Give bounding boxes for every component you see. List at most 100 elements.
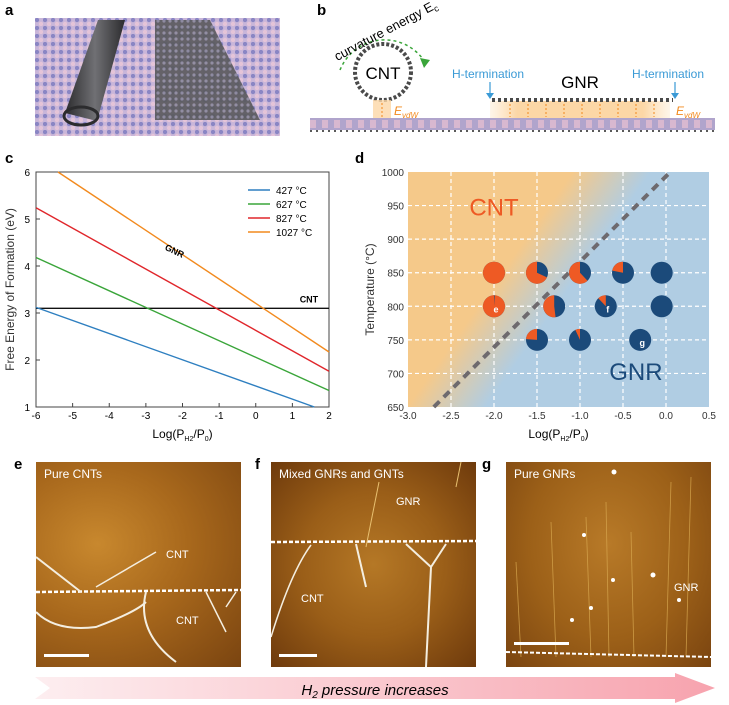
x-tick-label: -2 — [178, 411, 187, 422]
x-axis-label: Log(PH2/P0) — [152, 427, 212, 443]
hterm-right-label: H-termination — [632, 67, 704, 81]
panel-label-e: e — [14, 456, 23, 473]
pie-marker — [569, 261, 591, 284]
x-tick-label: -3.0 — [399, 411, 417, 422]
pie-gnr-slice — [650, 295, 673, 318]
x-tick-label: 0 — [253, 411, 259, 422]
pie-gnr-slice — [629, 328, 652, 351]
pie-tag-e: e — [493, 304, 498, 314]
x-tick-label: -2.5 — [442, 411, 460, 422]
pie-marker — [526, 261, 548, 284]
pie-tag-f: f — [606, 304, 610, 314]
y-axis-label: Free Energy of Formation (eV) — [3, 208, 17, 371]
cnt-tube — [65, 20, 125, 121]
hterm-left-arrow-icon — [486, 93, 494, 99]
annotation-cnt: CNT — [300, 295, 319, 305]
y-tick-label: 900 — [387, 235, 404, 246]
y-tick-label: 750 — [387, 336, 404, 347]
afm-caption-f: Mixed GNRs and GNTs — [279, 467, 404, 481]
afm-annotation-e-2: CNT — [176, 615, 199, 627]
panel-label-f: f — [255, 456, 260, 473]
pie-marker: f — [594, 295, 617, 318]
region-label-cnt: CNT — [469, 195, 519, 222]
plot-area — [408, 172, 709, 407]
scale-bar — [514, 642, 569, 645]
panel-b-schematic: curvature energy Ec CNT EvdW H-terminati… — [310, 0, 715, 132]
x-tick-label: -6 — [32, 411, 41, 422]
pie-marker — [650, 295, 673, 318]
cnt-ring — [353, 42, 413, 102]
afm-image-f: Mixed GNRs and GNTs GNR CNT — [271, 462, 476, 667]
pie-marker — [569, 328, 591, 351]
x-tick-label: 2 — [326, 411, 332, 422]
pie-gnr-slice — [594, 295, 617, 318]
series-line-t827 — [35, 207, 330, 372]
afm-annotation-f-2: CNT — [301, 593, 324, 605]
pie-cnt-slice — [569, 261, 588, 284]
pie-tag-g: g — [639, 338, 645, 348]
pie-cnt-slice — [598, 295, 606, 307]
pressure-arrow: H2 pressure increases — [35, 673, 715, 703]
gnr-vdw-zone — [490, 101, 670, 119]
pie-cnt-slice — [483, 295, 506, 318]
x-tick-label: -2.0 — [485, 411, 503, 422]
curvature-arrowhead-icon — [420, 58, 430, 68]
afm-image-e: Pure CNTs CNT CNT — [36, 462, 241, 667]
pie-cnt-slice — [483, 261, 505, 284]
pie-cnt-slice — [526, 328, 537, 340]
series-line-t627 — [35, 256, 330, 392]
x-tick-label: -5 — [68, 411, 77, 422]
afm-annotation-f-1: GNR — [396, 496, 421, 508]
pie-cnt-slice — [575, 328, 580, 340]
hterm-left-label: H-termination — [452, 67, 524, 81]
pie-marker — [483, 261, 505, 284]
cnt-label: CNT — [366, 64, 401, 83]
pie-marker: e — [483, 295, 506, 318]
x-tick-label: -4 — [105, 411, 114, 422]
y-tick-label: 700 — [387, 369, 404, 380]
y-tick-label: 800 — [387, 302, 404, 313]
panel-a-render — [35, 18, 280, 136]
series-line-t1027 — [57, 171, 330, 353]
afm-annotation-e-1: CNT — [166, 549, 189, 561]
cnt-tube-end — [62, 105, 100, 127]
x-tick-label: -1 — [215, 411, 224, 422]
pie-gnr-slice — [650, 261, 673, 284]
pie-marker: g — [629, 328, 652, 351]
legend-label: 1027 °C — [276, 228, 312, 239]
x-axis-label: Log(PH2/P0) — [528, 427, 588, 443]
pie-marker — [650, 261, 673, 284]
cnt-evdw-label: EvdW — [394, 104, 419, 120]
cnt-vdw-zone — [373, 100, 391, 120]
panel-label-b: b — [317, 2, 327, 19]
y-tick-label: 5 — [24, 215, 30, 226]
afm-caption-g: Pure GNRs — [514, 467, 576, 481]
series-line-t427 — [35, 306, 315, 408]
substrate-atoms — [310, 118, 715, 132]
gnr-label: GNR — [561, 73, 599, 92]
x-tick-label: 0.5 — [702, 411, 716, 422]
curvature-arrow — [339, 39, 426, 71]
x-tick-label: -3 — [141, 411, 150, 422]
afm-caption-e: Pure CNTs — [44, 467, 103, 481]
gnr-evdw-label: EvdW — [676, 104, 701, 120]
y-tick-label: 950 — [387, 202, 404, 213]
pie-cnt-slice — [543, 295, 556, 318]
pressure-arrow-label: H2 pressure increases — [301, 682, 449, 701]
panel-label-c: c — [5, 150, 14, 167]
curvature-label: curvature energy Ec — [332, 0, 441, 66]
y-tick-label: 2 — [24, 356, 30, 367]
panel-label-d: d — [355, 150, 365, 167]
x-tick-label: 1 — [290, 411, 296, 422]
chart-c-energy-vs-pressure: -6 -5 -4 -3 -2 -1 0 1 2 1 2 3 4 5 6 427 °C 627 °C 827 °C 1… — [3, 168, 332, 443]
afm-annotation-g-1: GNR — [674, 582, 699, 594]
y-tick-label: 4 — [24, 262, 30, 273]
y-tick-label: 650 — [387, 403, 404, 414]
pie-marker — [526, 328, 548, 351]
x-tick-label: -1.5 — [528, 411, 546, 422]
panel-label-a: a — [5, 2, 14, 19]
y-tick-label: 850 — [387, 269, 404, 280]
x-tick-label: -1.0 — [571, 411, 589, 422]
hterm-right-arrow-icon — [671, 93, 679, 99]
region-label-gnr: GNR — [609, 359, 662, 386]
